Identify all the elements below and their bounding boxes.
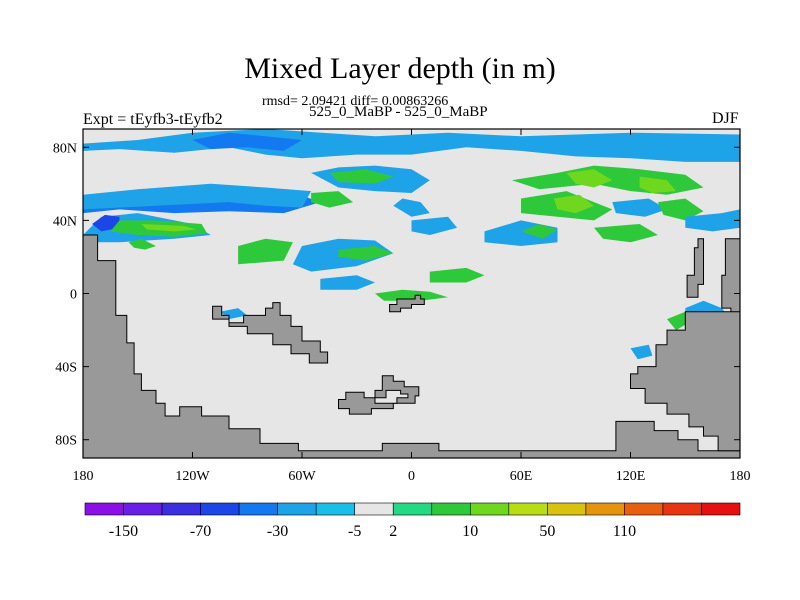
anomaly-field	[83, 129, 740, 360]
anomaly-patch-19	[375, 289, 448, 301]
anomaly-patch-9	[238, 238, 293, 265]
anomaly-patch-3	[83, 183, 312, 210]
anomaly-patch-33	[630, 344, 653, 360]
anomaly-patch-14	[393, 198, 430, 217]
y-tick-label: 80N	[53, 141, 77, 156]
chart-title: Mixed Layer depth (in m)	[244, 52, 556, 85]
anomaly-patch-17	[429, 267, 485, 283]
y-axis: 80N 40N 0 40S 80S	[53, 141, 740, 449]
anomaly-patch-24	[639, 176, 677, 193]
chart-subtitle: 525_0_MaBP - 525_0_MaBP	[309, 104, 488, 120]
x-tick-label: 120E	[616, 469, 646, 484]
colorbar-box-7	[354, 502, 394, 516]
stats-line: rmsd= 2.09421 diff= 0.00863266	[262, 94, 449, 109]
colorbar-box-12	[547, 502, 587, 516]
anomaly-patch-18	[320, 275, 375, 290]
y-tick-label: 80S	[55, 434, 77, 449]
x-tick-label: 180	[73, 469, 94, 484]
y-tick-label: 0	[70, 288, 77, 303]
colorbar-box-0	[84, 502, 124, 516]
anomaly-patch-28	[657, 198, 704, 221]
colorbar-label: 2	[389, 523, 397, 540]
colorbar-label: -5	[348, 523, 361, 540]
colorbar-label: 10	[462, 523, 478, 540]
x-axis: 180 120W 60W 0 60E 120E 180	[73, 129, 751, 484]
colorbar-label: 110	[613, 523, 636, 540]
colorbar-label: 50	[539, 523, 555, 540]
anomaly-patch-23	[566, 169, 613, 188]
colorbar-box-1	[123, 502, 163, 516]
anomaly-patch-30	[594, 224, 658, 243]
colorbar-box-10	[469, 502, 510, 516]
land-mask	[83, 234, 740, 458]
y-tick-label: 40N	[53, 214, 77, 229]
land-australia-block	[630, 311, 740, 452]
colorbar-label: -150	[109, 523, 138, 540]
y-tick-label: 40S	[55, 361, 77, 376]
land-east-asia	[686, 238, 704, 298]
colorbar: -150 -70 -30 -5 2 10 50 110	[84, 502, 741, 540]
land-ring-inner-hole	[374, 389, 409, 404]
anomaly-patch-7	[141, 224, 197, 232]
anomaly-patch-21	[521, 224, 558, 239]
colorbar-box-2	[161, 502, 201, 516]
anomaly-patch-1	[192, 132, 302, 151]
colorbar-box-13	[585, 502, 625, 516]
season-label: DJF	[712, 110, 739, 127]
anomaly-patch-26	[553, 194, 594, 214]
colorbar-box-4	[238, 502, 278, 516]
colorbar-box-5	[277, 502, 317, 516]
x-tick-label: 0	[408, 469, 415, 484]
colorbar-box-6	[315, 502, 356, 516]
x-tick-label: 120W	[175, 469, 210, 484]
land-central-continent	[212, 302, 329, 364]
x-tick-label: 60W	[288, 469, 316, 484]
land-east-edge	[721, 238, 740, 331]
anomaly-patch-15	[311, 191, 354, 208]
anomaly-patch-5	[92, 214, 120, 232]
land-small-island-equator	[389, 294, 425, 313]
land-ring-island	[338, 375, 420, 415]
colorbar-box-11	[508, 502, 548, 516]
colorbar-label: -30	[267, 523, 288, 540]
anomaly-patch-32	[667, 311, 689, 331]
land-north-america-west	[83, 234, 740, 458]
colorbar-box-3	[200, 502, 240, 516]
anomaly-patch-11	[338, 246, 394, 261]
colorbar-label: -70	[190, 523, 211, 540]
anomaly-patch-16	[411, 216, 458, 235]
x-tick-label: 180	[730, 469, 751, 484]
anomaly-patch-8	[128, 238, 156, 250]
anomaly-patch-27	[612, 198, 667, 217]
colorbar-box-15	[662, 502, 702, 516]
experiment-label: Expt = tEyfb3-tEyfb2	[83, 111, 223, 128]
colorbar-box-14	[624, 502, 664, 516]
colorbar-box-16	[701, 502, 741, 516]
anomaly-patch-13	[329, 169, 394, 184]
x-tick-label: 60E	[510, 469, 533, 484]
colorbar-box-9	[431, 502, 471, 516]
anomaly-patch-29	[685, 209, 740, 232]
colorbar-box-8	[392, 502, 433, 516]
